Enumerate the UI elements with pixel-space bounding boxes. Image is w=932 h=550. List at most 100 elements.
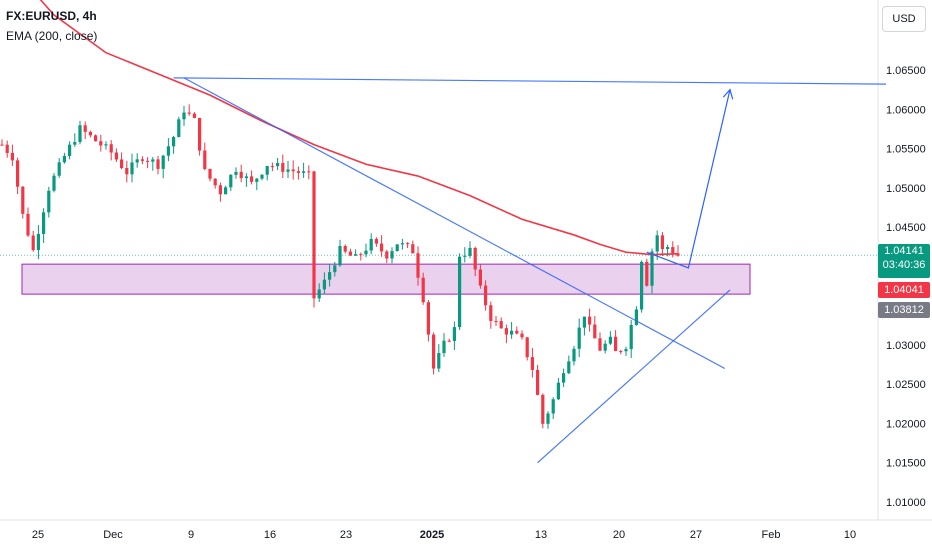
- candle-body: [463, 255, 467, 257]
- trendline: [173, 77, 887, 85]
- candle-body: [302, 171, 306, 173]
- candle-body: [265, 166, 269, 175]
- candle-body: [166, 146, 170, 156]
- y-tick-label: 1.03000: [886, 340, 926, 352]
- candle-body: [68, 144, 72, 156]
- candle-body: [62, 155, 66, 163]
- candle-body: [468, 247, 472, 256]
- candle-body: [395, 244, 399, 252]
- candle-body: [577, 327, 581, 349]
- candle-body: [421, 277, 425, 303]
- candle-body: [546, 413, 550, 424]
- candle-body: [629, 324, 633, 350]
- candle-body: [99, 141, 103, 146]
- y-tick-label: 1.04500: [886, 222, 926, 234]
- candle-body: [73, 142, 77, 145]
- candle-body: [130, 162, 134, 175]
- ema-200-line: [39, 0, 679, 256]
- candle-body: [172, 137, 176, 147]
- last-price-label: 1.04141 03:40:36: [878, 244, 930, 278]
- candle-body: [390, 251, 394, 259]
- candle-body: [380, 243, 384, 252]
- candle-body: [78, 125, 82, 143]
- y-tick-label: 1.02000: [886, 418, 926, 430]
- candle-body: [26, 213, 30, 236]
- x-tick-label: 27: [690, 529, 702, 541]
- candle-body: [218, 185, 222, 195]
- y-tick-label: 1.05500: [886, 144, 926, 156]
- candle-body: [83, 125, 87, 132]
- candle-body: [551, 399, 555, 414]
- candle-body: [0, 144, 4, 146]
- candle-body: [530, 357, 534, 370]
- candle-body: [317, 289, 321, 299]
- candle-body: [499, 321, 503, 329]
- x-tick-label: Feb: [762, 529, 781, 541]
- candle-body: [608, 336, 612, 344]
- candle-body: [5, 144, 9, 153]
- candle-body: [562, 373, 566, 383]
- candle-body: [593, 324, 597, 339]
- candle-body: [104, 144, 108, 146]
- candle-body: [484, 285, 488, 306]
- candle-body: [270, 166, 274, 168]
- x-tick-label: Dec: [103, 529, 123, 541]
- candle-body: [151, 159, 155, 162]
- candle-body: [88, 131, 92, 136]
- chart-legend: FX:EURUSD, 4h EMA (200, close): [6, 6, 97, 46]
- candle-body: [208, 168, 212, 179]
- candle-body: [312, 171, 316, 299]
- candle-body: [286, 169, 290, 172]
- currency-button[interactable]: USD: [882, 6, 926, 32]
- candle-body: [400, 243, 404, 245]
- candle-body: [281, 163, 285, 172]
- candle-body: [650, 251, 654, 286]
- candle-body: [146, 160, 150, 162]
- candle-body: [255, 178, 259, 182]
- candle-body: [416, 253, 420, 278]
- x-tick-label: 9: [188, 529, 194, 541]
- candle-body: [244, 176, 248, 179]
- candle-body: [671, 247, 675, 254]
- candle-body: [47, 190, 51, 213]
- candle-body: [624, 349, 628, 352]
- candle-body: [515, 330, 519, 334]
- candle-body: [374, 238, 378, 244]
- candle-body: [567, 361, 571, 374]
- candle-body: [120, 159, 124, 169]
- candle-body: [411, 244, 415, 254]
- x-tick-label: 2025: [420, 529, 444, 541]
- symbol-label: FX:EURUSD, 4h: [6, 9, 97, 23]
- zone-top-price-label: 1.04041: [878, 282, 930, 298]
- last-price-value: 1.04141: [884, 245, 924, 257]
- candle-body: [198, 117, 202, 151]
- candle-body: [666, 247, 670, 250]
- trendline: [183, 77, 726, 370]
- candle-body: [322, 279, 326, 290]
- candle-body: [541, 394, 545, 424]
- candle-body: [16, 160, 20, 187]
- candle-body: [114, 152, 118, 160]
- candle-body: [338, 246, 342, 266]
- candle-body: [36, 233, 40, 251]
- candle-body: [614, 336, 618, 352]
- support-zone: [21, 263, 751, 295]
- candle-body: [520, 333, 524, 338]
- candle-body: [437, 353, 441, 369]
- candle-body: [645, 261, 649, 286]
- candle-body: [354, 254, 358, 256]
- y-tick-label: 1.02500: [886, 379, 926, 391]
- y-tick-label: 1.06500: [886, 65, 926, 77]
- candle-body: [660, 235, 664, 250]
- candle-body: [385, 251, 389, 259]
- candle-body: [276, 163, 280, 167]
- candle-body: [489, 305, 493, 321]
- projection-arrow: [646, 89, 731, 269]
- x-tick-label: 23: [340, 529, 352, 541]
- candle-body: [328, 272, 332, 280]
- trendline: [537, 289, 731, 464]
- candle-body: [333, 265, 337, 273]
- candle-body: [52, 175, 56, 191]
- candle-body: [156, 159, 160, 169]
